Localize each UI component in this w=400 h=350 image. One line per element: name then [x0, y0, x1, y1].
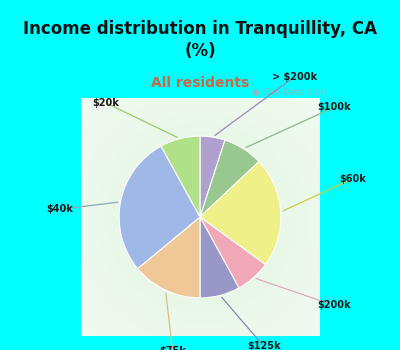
Text: $40k: $40k: [46, 204, 73, 215]
Wedge shape: [200, 136, 225, 217]
Wedge shape: [200, 162, 281, 265]
Text: ● City-Data.com: ● City-Data.com: [252, 89, 327, 98]
Wedge shape: [200, 140, 259, 217]
Text: > $200k: > $200k: [272, 72, 317, 82]
Text: $20k: $20k: [92, 98, 119, 108]
Wedge shape: [119, 146, 200, 268]
Text: Income distribution in Tranquillity, CA
(%): Income distribution in Tranquillity, CA …: [23, 20, 377, 60]
Wedge shape: [138, 217, 200, 298]
Text: $200k: $200k: [317, 300, 351, 310]
Wedge shape: [200, 217, 266, 288]
Wedge shape: [161, 136, 200, 217]
Wedge shape: [200, 217, 239, 298]
Text: $75k: $75k: [159, 346, 186, 350]
Text: $60k: $60k: [339, 174, 366, 184]
Text: $125k: $125k: [247, 342, 281, 350]
Text: $100k: $100k: [317, 102, 351, 112]
Text: All residents: All residents: [151, 76, 249, 90]
